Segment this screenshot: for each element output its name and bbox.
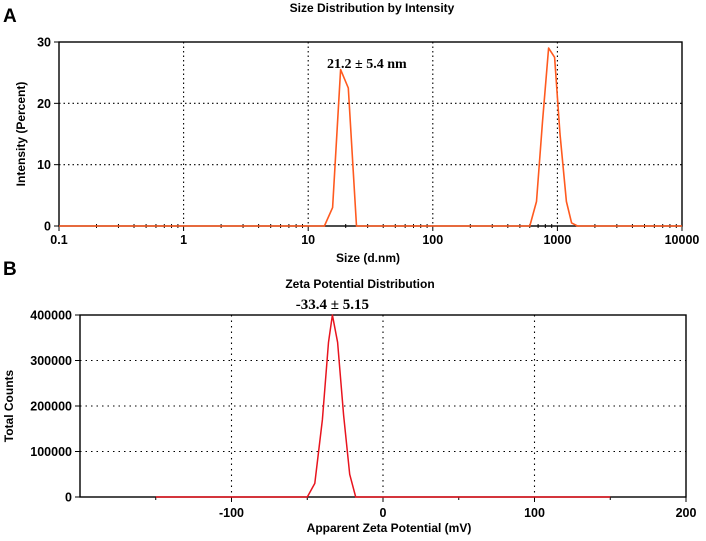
chart-b-x-tick-label: 100	[524, 506, 545, 520]
chart-a-x-tick-label: 0.1	[50, 233, 67, 247]
chart-a-y-tick-label: 0	[44, 220, 51, 234]
chart-a-y-tick-label: 20	[37, 97, 51, 111]
chart-b-xlabel: Apparent Zeta Potential (mV)	[307, 521, 472, 535]
chart-a-y-tick-label: 30	[37, 36, 51, 50]
chart-a-x-tick-label: 10000	[665, 233, 700, 247]
chart-b-y-tick-label: 200000	[30, 400, 72, 414]
chart-b-x-tick-label: 0	[380, 506, 387, 520]
chart-a-x-tick-label: 100	[422, 233, 443, 247]
chart-b-x-tick-label: -100	[219, 506, 244, 520]
chart-b-y-tick-label: 0	[65, 491, 72, 505]
chart-a-series-line	[59, 47, 682, 227]
chart-a-title: Size Distribution by Intensity	[290, 1, 455, 15]
chart-a-annotation: 21.2 ± 5.4 nm	[327, 57, 407, 72]
chart-b-plot: -100 0 100 200 0 100000 200000 300000 400000 -33.…	[30, 297, 696, 520]
chart-b-y-tick-label: 300000	[30, 354, 72, 368]
chart-b-x-tick-label: 200	[676, 506, 697, 520]
chart-a-x-tick-label: 1000	[543, 233, 571, 247]
chart-b-ylabel: Total Counts	[2, 369, 16, 442]
chart-a-ylabel: Intensity (Percent)	[14, 82, 28, 187]
chart-a-xlabel: Size (d.nm)	[336, 251, 400, 265]
chart-a-plot: 0.1 1 10 100 1000 10000 0 10 20 30 21.2 ± 5.4 nm	[37, 36, 699, 248]
panel-a-letter: A	[3, 6, 17, 27]
panel-b-letter: B	[3, 259, 17, 280]
chart-b-title: Zeta Potential Distribution	[285, 277, 434, 291]
chart-b-series-line	[155, 314, 611, 498]
chart-b-annotation: -33.4 ± 5.15	[296, 297, 369, 313]
chart-a-y-tick-label: 10	[37, 158, 51, 172]
chart-b-y-tick-label: 100000	[30, 445, 72, 459]
chart-a-x-tick-label: 10	[301, 233, 315, 247]
chart-b-y-tick-label: 400000	[30, 309, 72, 323]
chart-a-x-tick-label: 1	[180, 233, 187, 247]
